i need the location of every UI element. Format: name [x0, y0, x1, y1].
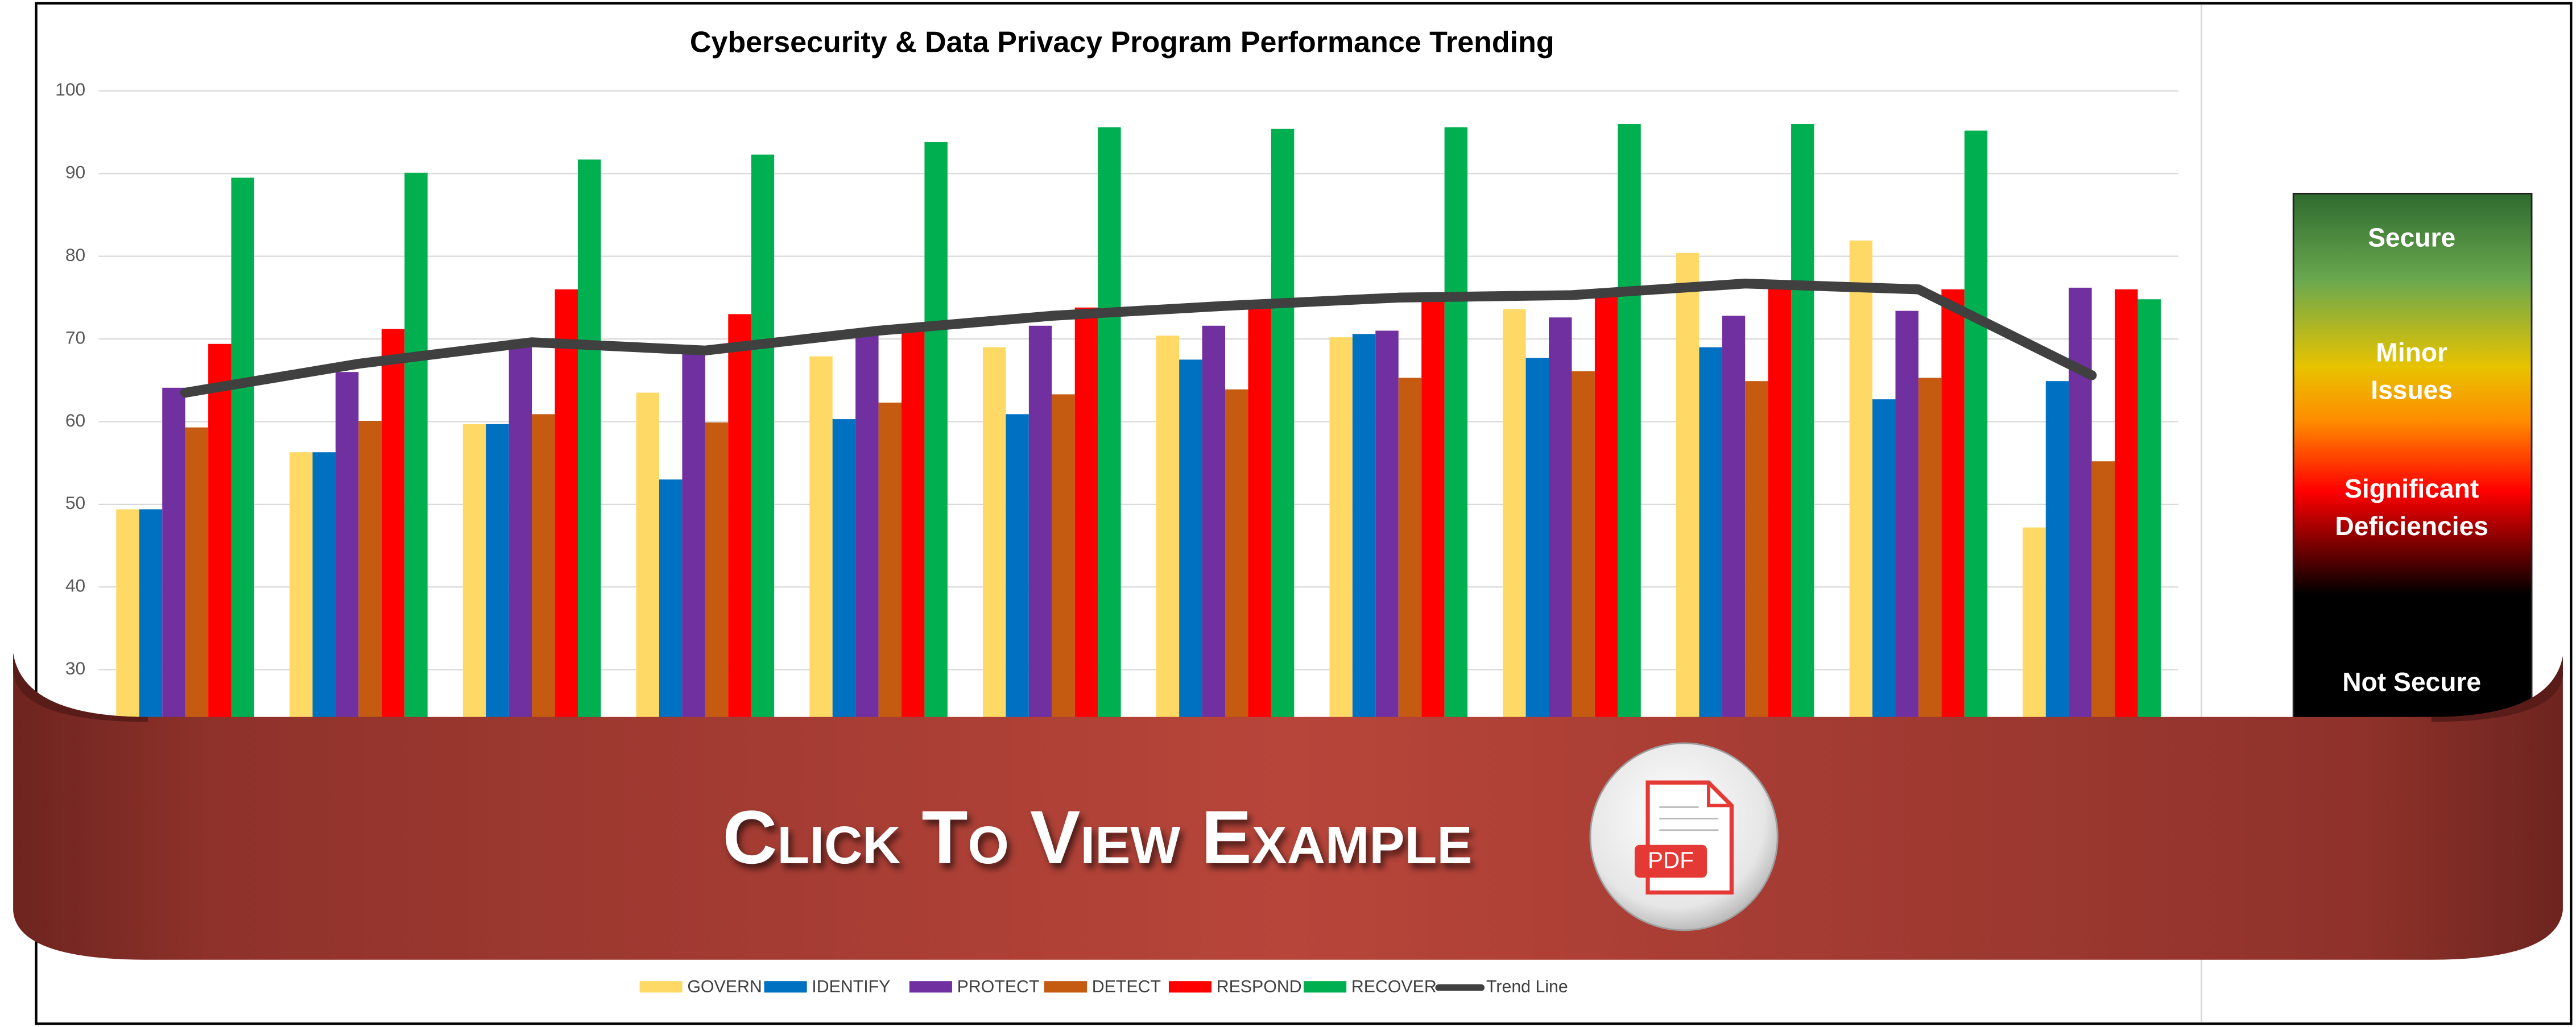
banner-ribbon[interactable]	[13, 653, 2563, 960]
chart-title: Cybersecurity & Data Privacy Program Per…	[690, 26, 1554, 59]
legend-label: IDENTIFY	[812, 978, 890, 996]
legend-label: RECOVER	[1351, 978, 1437, 996]
y-tick-label: 60	[65, 410, 85, 430]
gauge-bar	[2292, 192, 2533, 736]
trend-line	[180, 278, 2097, 398]
y-tick-label: 100	[55, 79, 85, 100]
icon-fold	[1707, 782, 1732, 807]
legend-swatch	[764, 981, 807, 993]
gauge-label: Issues	[2371, 375, 2453, 405]
legend-swatch	[639, 981, 683, 993]
y-tick-label: 30	[65, 658, 85, 678]
y-tick-label: 70	[65, 327, 85, 347]
view-example-banner[interactable]: Click To View Example PDF	[13, 653, 2563, 960]
pdf-icon[interactable]: PDF	[1589, 742, 1779, 931]
legend-label: RESPOND	[1217, 978, 1302, 996]
gauge-label: Significant	[2345, 474, 2479, 503]
gauge-label: Minor	[2376, 337, 2447, 367]
y-tick-label: 40	[65, 575, 85, 596]
ribbon-curl	[2431, 656, 2563, 722]
banner-text[interactable]: Click To View Example	[722, 796, 1472, 880]
legend-swatch	[1168, 981, 1212, 993]
legend-swatch	[1304, 981, 1347, 993]
y-tick-label: 50	[65, 492, 85, 513]
legend-label: PROTECT	[957, 978, 1040, 996]
gauge-label: Deficiencies	[2335, 511, 2488, 541]
gauge-label: Secure	[2368, 222, 2455, 252]
legend-label: GOVERN	[687, 978, 762, 996]
icon-badge	[1634, 844, 1707, 878]
gauge: Secure Minor Issues Significant Deficiencies…	[2292, 192, 2533, 736]
icon-label: PDF	[1648, 847, 1694, 873]
legend-swatch	[909, 981, 952, 993]
legend-label: Trend Line	[1486, 978, 1568, 996]
y-tick-label: 80	[65, 245, 85, 265]
ribbon-curl	[13, 653, 148, 722]
y-tick-label: 90	[65, 162, 85, 183]
gauge-label: Not Secure	[2342, 667, 2481, 697]
legend-label: DETECT	[1092, 978, 1161, 996]
legend-swatch	[1044, 981, 1088, 993]
legend: GOVERN IDENTIFY PROTECT DETECT RESPOND RECOVE…	[639, 978, 1568, 996]
